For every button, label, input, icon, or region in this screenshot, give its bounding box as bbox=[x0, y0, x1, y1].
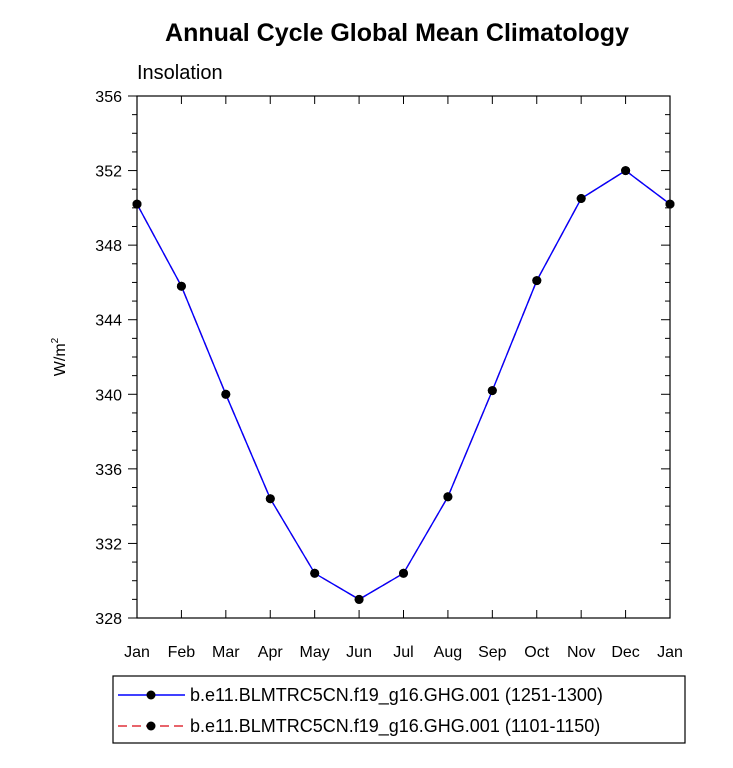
series-1-point bbox=[132, 199, 142, 209]
x-tick-label: Jul bbox=[393, 644, 413, 661]
y-tick-label: 340 bbox=[95, 387, 122, 404]
y-axis-label: W/m2 bbox=[50, 337, 69, 376]
y-tick-label: 344 bbox=[95, 313, 122, 330]
series-1-point bbox=[310, 568, 320, 578]
series-1-point bbox=[487, 386, 497, 396]
x-tick-label: Feb bbox=[168, 644, 196, 661]
plot-frame bbox=[136, 95, 671, 619]
series-1-point bbox=[665, 199, 675, 209]
series-line-2 bbox=[136, 169, 671, 601]
series-line-1 bbox=[136, 169, 671, 601]
x-tick-label: May bbox=[300, 644, 330, 661]
y-tick-label: 348 bbox=[95, 238, 122, 255]
x-tick-label: Oct bbox=[524, 644, 549, 661]
x-tick-label: Jan bbox=[657, 644, 683, 661]
legend-swatch-marker-1 bbox=[146, 690, 156, 700]
x-tick-label: Sep bbox=[478, 644, 507, 661]
legend: b.e11.BLMTRC5CN.f19_g16.GHG.001 (1251-13… bbox=[112, 675, 686, 744]
y-tick-label: 332 bbox=[95, 536, 122, 553]
y-tick-label: 352 bbox=[95, 164, 122, 181]
x-tick-label: Mar bbox=[212, 644, 240, 661]
chart-title: Annual Cycle Global Mean Climatology bbox=[165, 19, 629, 47]
legend-box bbox=[112, 675, 686, 744]
chart-subtitle: Insolation bbox=[137, 62, 223, 84]
y-tick-label: 328 bbox=[95, 611, 122, 628]
series-1-point bbox=[354, 594, 364, 604]
y-axis-label-text: W/m bbox=[52, 343, 69, 376]
axis-ticks bbox=[128, 95, 671, 619]
x-tick-label: Jan bbox=[124, 644, 150, 661]
x-tick-label: Apr bbox=[258, 644, 284, 661]
series-1-point bbox=[176, 281, 186, 291]
y-axis-label-superscript: 2 bbox=[50, 337, 61, 343]
y-tick-label: 356 bbox=[95, 89, 122, 106]
legend-label-1: b.e11.BLMTRC5CN.f19_g16.GHG.001 (1251-13… bbox=[190, 685, 603, 706]
y-tick-label: 336 bbox=[95, 462, 122, 479]
series-1-point bbox=[399, 568, 408, 578]
series-1-point bbox=[265, 494, 275, 504]
series-1-point bbox=[443, 492, 453, 502]
x-tick-label: Dec bbox=[611, 644, 639, 661]
series-1-point bbox=[221, 389, 231, 399]
x-tick-labels: Jan Feb Mar Apr May Jun Jul Aug Sep Oct Nov Dec Jan bbox=[124, 644, 683, 661]
series-1-point bbox=[576, 194, 586, 203]
series-layer bbox=[132, 166, 675, 604]
x-tick-label: Jun bbox=[346, 644, 372, 661]
series-1-point bbox=[621, 166, 631, 176]
legend-swatch-marker-2 bbox=[146, 721, 156, 731]
series-1-point bbox=[532, 276, 542, 286]
x-tick-label: Aug bbox=[434, 644, 462, 661]
y-tick-labels: 328 332 336 340 344 348 352 356 bbox=[95, 89, 122, 628]
legend-label-2: b.e11.BLMTRC5CN.f19_g16.GHG.001 (1101-11… bbox=[190, 716, 600, 737]
x-tick-label: Nov bbox=[567, 644, 595, 661]
